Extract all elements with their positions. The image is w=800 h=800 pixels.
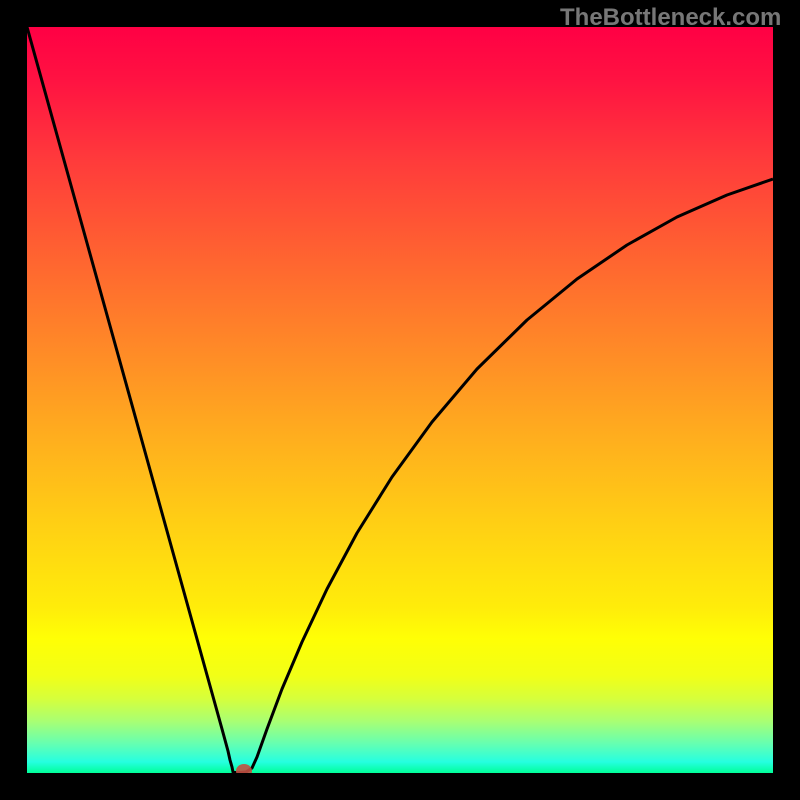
bottleneck-chart bbox=[27, 27, 773, 773]
gradient-background bbox=[27, 27, 773, 773]
chart-container: TheBottleneck.com bbox=[0, 0, 800, 800]
